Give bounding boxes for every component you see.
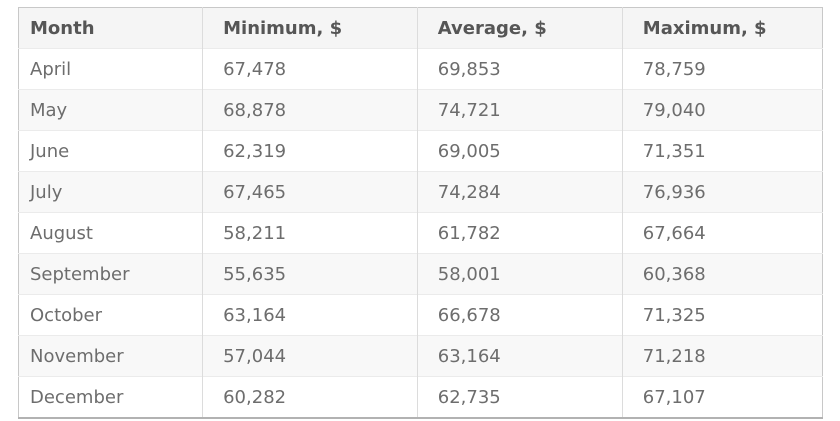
value-cell: 76,936 xyxy=(621,171,823,213)
value-cell: 74,721 xyxy=(416,89,623,131)
value-cell: 67,478 xyxy=(202,48,418,90)
value-cell: 61,782 xyxy=(416,212,623,254)
value-cell: 62,735 xyxy=(416,376,623,418)
value-cell: 60,282 xyxy=(202,376,418,418)
month-cell: April xyxy=(18,48,203,90)
column-header: Maximum, $ xyxy=(621,7,823,49)
value-cell: 71,325 xyxy=(621,294,823,336)
monthly-price-table: Month Minimum, $ Average, $ Maximum, $ Apri… xyxy=(18,7,823,419)
value-cell: 71,351 xyxy=(621,130,823,172)
value-cell: 62,319 xyxy=(202,130,418,172)
table-row: November 57,044 63,164 71,218 xyxy=(18,335,823,377)
table-row: June 62,319 69,005 71,351 xyxy=(18,130,823,172)
value-cell: 55,635 xyxy=(202,253,418,295)
value-cell: 58,211 xyxy=(202,212,418,254)
table-row: May 68,878 74,721 79,040 xyxy=(18,89,823,131)
column-header: Average, $ xyxy=(416,7,623,49)
month-cell: July xyxy=(18,171,203,213)
value-cell: 68,878 xyxy=(202,89,418,131)
value-cell: 69,853 xyxy=(416,48,623,90)
value-cell: 67,465 xyxy=(202,171,418,213)
column-header: Minimum, $ xyxy=(202,7,418,49)
month-cell: October xyxy=(18,294,203,336)
value-cell: 71,218 xyxy=(621,335,823,377)
table-row: September 55,635 58,001 60,368 xyxy=(18,253,823,295)
value-cell: 58,001 xyxy=(416,253,623,295)
value-cell: 63,164 xyxy=(416,335,623,377)
value-cell: 74,284 xyxy=(416,171,623,213)
month-cell: August xyxy=(18,212,203,254)
value-cell: 63,164 xyxy=(202,294,418,336)
month-cell: June xyxy=(18,130,203,172)
monthly-price-table-container: Month Minimum, $ Average, $ Maximum, $ Apri… xyxy=(18,7,823,419)
table-row: April 67,478 69,853 78,759 xyxy=(18,48,823,90)
table-row: December 60,282 62,735 67,107 xyxy=(18,376,823,418)
table-row: August 58,211 61,782 67,664 xyxy=(18,212,823,254)
month-cell: December xyxy=(18,376,203,418)
column-header: Month xyxy=(18,7,203,49)
value-cell: 66,678 xyxy=(416,294,623,336)
value-cell: 69,005 xyxy=(416,130,623,172)
table-row: October 63,164 66,678 71,325 xyxy=(18,294,823,336)
value-cell: 67,664 xyxy=(621,212,823,254)
month-cell: November xyxy=(18,335,203,377)
value-cell: 60,368 xyxy=(621,253,823,295)
value-cell: 67,107 xyxy=(621,376,823,418)
table-header-row: Month Minimum, $ Average, $ Maximum, $ xyxy=(18,7,823,49)
table-row: July 67,465 74,284 76,936 xyxy=(18,171,823,213)
value-cell: 57,044 xyxy=(202,335,418,377)
value-cell: 78,759 xyxy=(621,48,823,90)
value-cell: 79,040 xyxy=(621,89,823,131)
month-cell: May xyxy=(18,89,203,131)
month-cell: September xyxy=(18,253,203,295)
table-body: April 67,478 69,853 78,759 May 68,878 74,721 79… xyxy=(18,48,823,418)
